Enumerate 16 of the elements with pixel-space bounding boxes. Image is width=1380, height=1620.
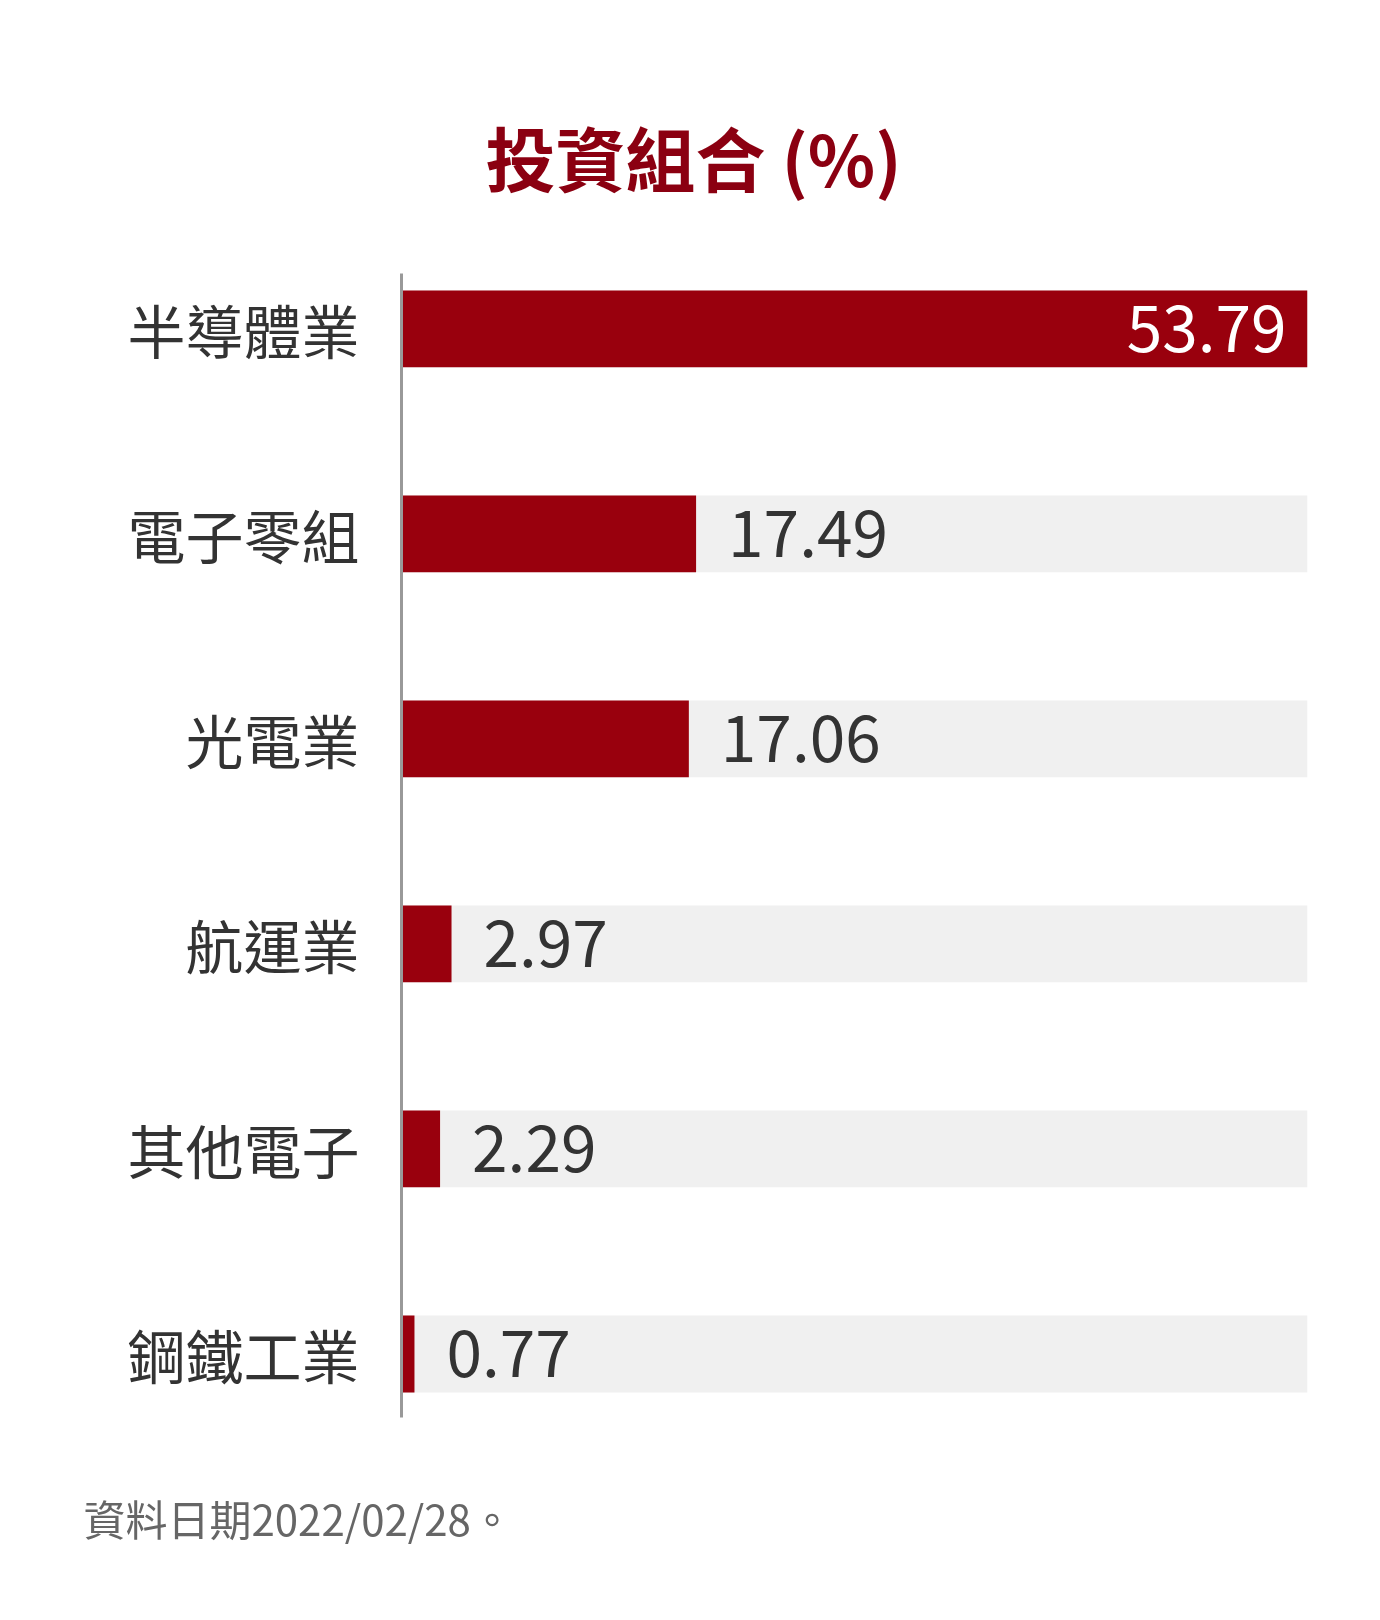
y-tick-label: 電子零組 [127, 491, 360, 576]
y-tick-label: 半導體業 [127, 286, 360, 371]
bar [401, 905, 452, 983]
data-label: 17.06 [720, 688, 881, 781]
y-tick-label: 其他電子 [127, 1106, 360, 1191]
data-label: 2.29 [472, 1098, 597, 1191]
text: 資料日期2022/02/28。 [83, 1486, 513, 1548]
y-tick-label: 鋼鐵工業 [127, 1311, 360, 1396]
bar [401, 1110, 441, 1188]
chart-title: 投資組合 (%) [485, 105, 902, 207]
y-tick-label: 航運業 [185, 901, 360, 986]
data-label: 2.97 [483, 893, 608, 986]
data-label: 17.49 [728, 483, 888, 576]
data-label: 0.77 [446, 1303, 571, 1396]
y-tick-label: 光電業 [185, 696, 360, 781]
data-label: 53.79 [1126, 278, 1287, 371]
